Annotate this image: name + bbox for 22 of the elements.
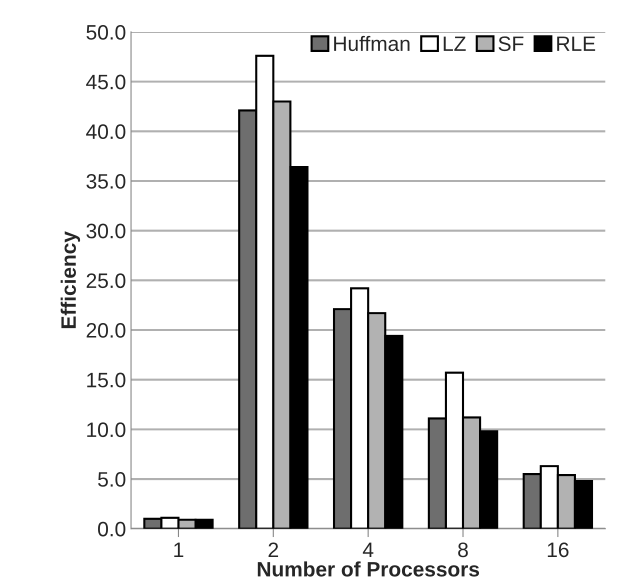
y-tick-label: 15.0 xyxy=(87,372,126,388)
y-tick-label: 30.0 xyxy=(86,224,126,238)
y-tick-label: 25.0 xyxy=(86,273,126,288)
x-tick-label: 4 xyxy=(362,542,374,557)
legend-label: LZ xyxy=(444,36,466,51)
x-tick-label: 8 xyxy=(458,542,468,558)
x-tick-label: 16 xyxy=(548,542,569,558)
y-tick-label: 0.0 xyxy=(98,522,126,536)
legend-label: SF xyxy=(498,36,524,52)
y-tick-label: 40.0 xyxy=(86,124,126,140)
y-tick-label: 20.0 xyxy=(86,323,126,338)
x-axis-title: Number of Processors xyxy=(258,561,480,577)
legend-label: RLE xyxy=(557,36,596,51)
y-tick-label: 35.0 xyxy=(86,174,126,189)
y-tick-label: 50.0 xyxy=(86,24,126,40)
y-tick-label: 45.0 xyxy=(86,74,126,90)
x-tick-label: 2 xyxy=(268,542,278,557)
y-tick-label: 5.0 xyxy=(98,472,126,487)
y-axis-title: Efficiency xyxy=(60,231,80,328)
x-tick-label: 1 xyxy=(174,542,184,557)
legend-label: Huffman xyxy=(334,36,410,52)
y-tick-label: 10.0 xyxy=(87,422,126,438)
